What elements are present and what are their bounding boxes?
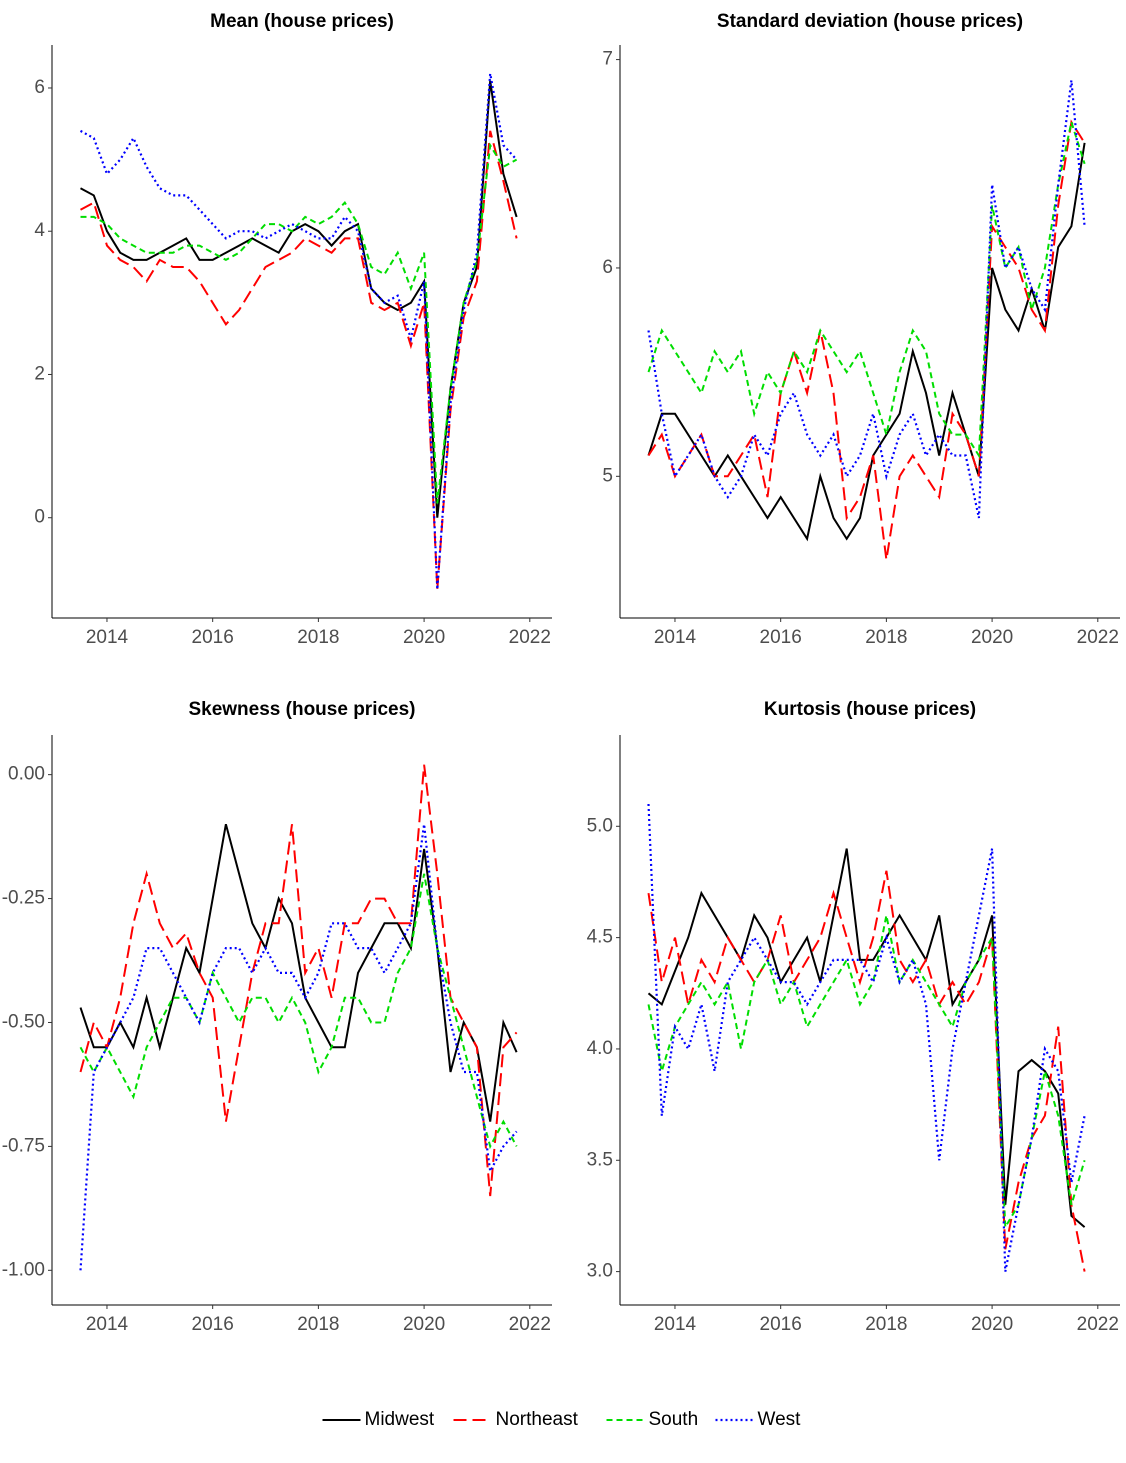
series-line [647, 803, 1086, 1272]
y-tick-label: 4.5 [587, 927, 613, 948]
panel-title: Standard deviation (house prices) [717, 11, 1023, 32]
series-line [79, 873, 518, 1150]
y-tick-label: 4 [34, 220, 45, 241]
series-line [647, 848, 1086, 1228]
y-tick-label: 6 [34, 77, 45, 98]
x-tick-label: 2018 [865, 627, 907, 648]
x-tick-label: 2016 [760, 627, 802, 648]
y-tick-label: 7 [602, 49, 613, 70]
series-line [647, 80, 1086, 519]
x-tick-label: 2014 [86, 1314, 129, 1335]
x-tick-label: 2022 [1077, 1314, 1119, 1335]
series-line [647, 142, 1086, 542]
legend-label: South [649, 1409, 699, 1430]
y-tick-label: 3.0 [587, 1261, 613, 1282]
series-line [79, 764, 518, 1197]
y-tick-label: 2 [34, 363, 45, 384]
x-tick-label: 2022 [1077, 627, 1119, 648]
x-tick-label: 2014 [86, 627, 129, 648]
x-tick-label: 2018 [865, 1314, 907, 1335]
series-line [80, 80, 518, 518]
panel-title: Mean (house prices) [210, 11, 394, 32]
series-line [79, 73, 518, 590]
series-line [647, 118, 1086, 459]
x-tick-label: 2020 [971, 1314, 1013, 1335]
x-tick-label: 2014 [654, 1314, 697, 1335]
x-tick-label: 2022 [509, 627, 551, 648]
y-tick-label: 5 [602, 465, 613, 486]
x-tick-label: 2018 [297, 627, 339, 648]
x-tick-label: 2020 [403, 627, 445, 648]
legend-label: Northeast [496, 1409, 579, 1430]
y-tick-label: -0.75 [2, 1135, 45, 1156]
x-tick-label: 2016 [192, 1314, 234, 1335]
series-line [647, 119, 1086, 560]
x-tick-label: 2016 [192, 627, 234, 648]
series-line [80, 142, 518, 504]
y-tick-label: -0.25 [2, 888, 45, 909]
y-tick-label: 5.0 [587, 815, 613, 836]
y-tick-label: 0 [34, 507, 45, 528]
x-tick-label: 2014 [654, 627, 697, 648]
panel-title: Kurtosis (house prices) [764, 699, 976, 720]
x-tick-label: 2018 [297, 1314, 339, 1335]
series-line [79, 823, 518, 1122]
y-tick-label: 4.0 [587, 1038, 613, 1059]
y-tick-label: 0.00 [8, 764, 45, 785]
y-tick-label: 3.5 [587, 1149, 613, 1170]
legend-label: West [758, 1409, 802, 1430]
series-line [80, 130, 518, 590]
x-tick-label: 2020 [403, 1314, 445, 1335]
y-tick-label: -0.50 [2, 1011, 45, 1032]
panel-title: Skewness (house prices) [188, 699, 415, 720]
series-line [79, 824, 518, 1271]
x-tick-label: 2016 [760, 1314, 802, 1335]
series-line [647, 870, 1086, 1272]
legend-label: Midwest [365, 1409, 435, 1430]
y-tick-label: -1.00 [2, 1259, 45, 1280]
x-tick-label: 2020 [971, 627, 1013, 648]
series-line [647, 915, 1086, 1231]
y-tick-label: 6 [602, 257, 613, 278]
x-tick-label: 2022 [509, 1314, 551, 1335]
